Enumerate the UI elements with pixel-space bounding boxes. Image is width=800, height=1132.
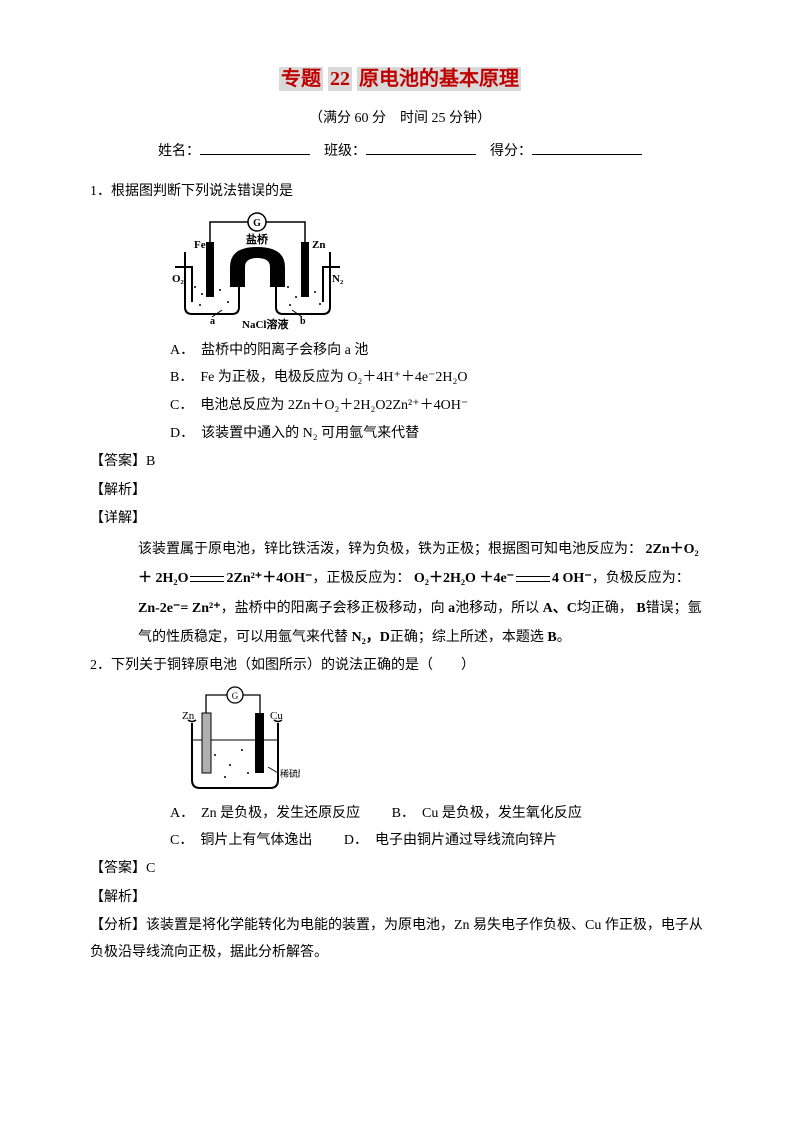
q1-d-c3: 4 OH⁻ xyxy=(552,571,592,586)
q1-answer: 【答案】B xyxy=(90,449,710,476)
svg-text:G: G xyxy=(253,218,261,229)
q1-d-d: ，负极反应为： xyxy=(592,571,690,586)
q2-options-row1: A． Zn 是负极，发生还原反应 B． Cu 是负极，发生氧化反应 xyxy=(90,801,710,828)
q1-d-b3: 2Zn²⁺＋4OH⁻ xyxy=(226,571,312,586)
q1-d-e10: B xyxy=(547,630,556,645)
q1-answer-value: B xyxy=(146,454,155,469)
svg-text:稀硫酸: 稀硫酸 xyxy=(280,768,300,779)
subtitle: （满分 60 分 时间 25 分钟） xyxy=(90,106,710,133)
q2-opt-c: C． 铜片上有气体逸出 xyxy=(170,828,312,855)
q2-answer-value: C xyxy=(146,861,155,876)
q1-d-e: ，盐桥中的阳离子会移正极移动，向 xyxy=(221,601,445,616)
q1-d-e11: 。 xyxy=(557,630,571,645)
q2-jiexi-label: 【解析】 xyxy=(90,885,710,912)
q2-figure: G Zn Cu 稀硫酸 xyxy=(170,685,710,795)
svg-text:b: b xyxy=(300,316,306,327)
eq-line-icon xyxy=(190,576,224,582)
fenxi-label: 【分析】 xyxy=(90,918,146,933)
q2-answer: 【答案】C xyxy=(90,856,710,883)
svg-text:盐桥: 盐桥 xyxy=(246,232,269,246)
blank-class xyxy=(366,140,476,155)
eq-line-icon xyxy=(516,576,550,582)
blank-name xyxy=(200,140,310,155)
svg-text:Cu: Cu xyxy=(270,710,283,722)
q1-opt-d: D． 该装置中通入的 N₂ 可用氩气来代替 xyxy=(170,421,710,448)
svg-text:G: G xyxy=(232,691,239,701)
answer-label: 【答案】 xyxy=(90,454,146,469)
q2-fenxi-text: 该装置是将化学能转化为电能的装置，为原电池，Zn 易失电子作负极、Cu 作正极，… xyxy=(90,918,703,960)
q1-d-e4: A、C xyxy=(543,601,577,616)
q2-fenxi: 【分析】该装置是将化学能转化为电能的装置，为原电池，Zn 易失电子作负极、Cu … xyxy=(90,913,710,966)
answer-label: 【答案】 xyxy=(90,861,146,876)
q2-opt-b: B． Cu 是负极，发生氧化反应 xyxy=(392,801,582,828)
q2-opt-d: D． 电子由铜片通过导线流向锌片 xyxy=(344,828,557,855)
q1-d-e9: 正确；综上所述，本题选 xyxy=(390,630,544,645)
label-class: 班级： xyxy=(324,144,366,159)
q1-options: A． 盐桥中的阳离子会移向 a 池 B． Fe 为正极，电极反应为 O₂＋4H⁺… xyxy=(90,338,710,447)
q1-d-c: ，正极反应为： xyxy=(312,571,410,586)
svg-text:Zn: Zn xyxy=(182,710,195,722)
svg-text:Zn: Zn xyxy=(312,239,325,251)
svg-text:Fe: Fe xyxy=(194,239,206,251)
q2-options-row2: C． 铜片上有气体逸出 D． 电子由铜片通过导线流向锌片 xyxy=(90,828,710,855)
q1-d-e8: N₂，D xyxy=(352,630,390,645)
q2-opt-a: A． Zn 是负极，发生还原反应 xyxy=(170,801,360,828)
q1-d-e5: 均正确， xyxy=(577,601,633,616)
q2-stem: 2．下列关于铜锌原电池（如图所示）的说法正确的是（ ） xyxy=(90,653,710,680)
q1-stem: 1．根据图判断下列说法错误的是 xyxy=(90,179,710,206)
q1-d-d2: Zn-2e⁻= Zn²⁺ xyxy=(138,601,221,616)
q1-d-e6: B xyxy=(636,601,645,616)
q1-detail: 该装置属于原电池，锌比铁活泼，锌为负极，铁为正极；根据图可知电池反应为： 2Zn… xyxy=(90,535,710,653)
q1-d-b2: 2H₂O xyxy=(156,571,189,586)
form-line: 姓名： 班级： 得分： xyxy=(90,139,710,166)
label-name: 姓名： xyxy=(158,144,200,159)
q1-opt-a: A． 盐桥中的阳离子会移向 a 池 xyxy=(170,338,710,365)
label-score: 得分： xyxy=(490,144,532,159)
svg-text:N₂: N₂ xyxy=(332,273,344,285)
q1-opt-b: B． Fe 为正极，电极反应为 O₂＋4H⁺＋4e⁻2H₂O xyxy=(170,365,710,392)
title-prefix: 专题 xyxy=(281,68,321,90)
title-rest: 原电池的基本原理 xyxy=(359,68,519,90)
q1-opt-c: C． 电池总反应为 2Zn＋O₂＋2H₂O2Zn²⁺＋4OH⁻ xyxy=(170,393,710,420)
q1-jiexi-label: 【解析】 xyxy=(90,478,710,505)
svg-text:O₂: O₂ xyxy=(172,273,185,285)
blank-score xyxy=(532,140,642,155)
q1-figure: G 盐桥 Fe Zn O₂ N₂ a b NaCl溶液 xyxy=(170,212,710,332)
svg-text:a: a xyxy=(210,316,215,327)
q1-xiangjie-label: 【详解】 xyxy=(90,506,710,533)
q1-d-a: 该装置属于原电池，锌比铁活泼，锌为负极，铁为正极；根据图可知电池反应为： xyxy=(138,542,642,557)
title-num: 22 xyxy=(330,68,350,90)
q1-d-c2: O₂＋2H₂O ＋4e⁻ xyxy=(414,571,514,586)
q1-d-e3: 池移动，所以 xyxy=(455,601,539,616)
page-title: 专题 22 原电池的基本原理 xyxy=(90,60,710,98)
svg-text:NaCl溶液: NaCl溶液 xyxy=(242,317,289,331)
